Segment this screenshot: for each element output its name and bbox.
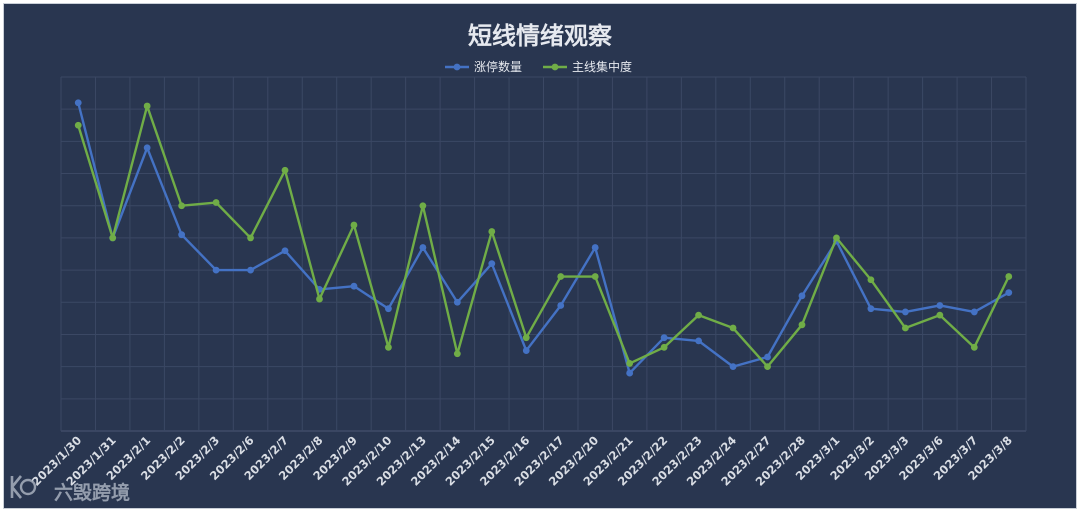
data-point: [74, 121, 82, 129]
watermark: 六毁跨境: [10, 475, 130, 504]
data-point: [350, 221, 358, 229]
data-point: [798, 321, 806, 329]
data-point: [901, 308, 909, 316]
data-point: [488, 260, 496, 268]
legend: 涨停数量 主线集中度: [445, 59, 632, 74]
data-point: [419, 244, 427, 251]
legend-label: 主线集中度: [572, 59, 632, 74]
grid: [60, 76, 1027, 432]
legend-item: 主线集中度: [543, 59, 632, 74]
data-point: [557, 273, 565, 280]
line-chart: 短线情绪观察 涨停数量 主线集中度 2023/1/302023/1/312023/…: [10, 22, 1027, 504]
data-point: [109, 234, 117, 242]
data-point: [936, 311, 944, 319]
data-point: [488, 228, 496, 235]
data-point: [660, 343, 668, 351]
data-point: [453, 298, 461, 306]
chart-frame: 短线情绪观察 涨停数量 主线集中度 2023/1/30 2023/1/31 2023/…: [3, 3, 1077, 509]
data-point: [143, 144, 151, 152]
data-point: [729, 363, 737, 371]
data-point: [522, 334, 530, 342]
data-point: [281, 166, 289, 174]
data-point: [1005, 289, 1013, 297]
data-point: [212, 266, 220, 274]
data-point: [936, 302, 944, 309]
x-axis-ticks: 2023/1/302023/1/312023/2/12023/2/22023/2…: [29, 433, 1015, 488]
data-point: [557, 302, 565, 309]
series-2: [74, 102, 1013, 371]
data-point: [350, 282, 358, 290]
series-line: [77, 104, 1010, 368]
data-point: [591, 273, 599, 280]
data-point: [901, 324, 909, 332]
data-point: [281, 247, 289, 255]
data-point: [970, 308, 978, 316]
data-point: [695, 337, 702, 345]
series-line: [77, 102, 1010, 375]
data-point: [178, 231, 186, 239]
watermark-text: 六毁跨境: [54, 481, 130, 504]
data-point: [660, 334, 668, 342]
data-point: [1005, 273, 1013, 280]
data-point: [74, 99, 82, 107]
watermark-logo-icon: [10, 475, 37, 499]
data-point: [729, 324, 737, 332]
data-point: [764, 353, 771, 361]
data-point: [764, 363, 771, 371]
data-point: [385, 343, 392, 351]
series-layer: [74, 99, 1013, 377]
data-point: [591, 244, 599, 251]
chart-title: 短线情绪观察: [468, 22, 613, 50]
data-point: [695, 311, 702, 319]
data-point: [247, 266, 254, 274]
data-point: [798, 292, 806, 300]
data-point: [143, 102, 151, 110]
data-point: [626, 360, 634, 367]
data-point: [867, 305, 875, 313]
legend-label: 涨停数量: [474, 59, 522, 74]
data-point: [867, 276, 875, 284]
legend-swatch-marker: [453, 63, 461, 71]
data-point: [178, 202, 186, 210]
legend-item: 涨停数量: [445, 59, 522, 74]
data-point: [970, 343, 978, 351]
data-point: [247, 234, 254, 242]
data-point: [212, 199, 220, 206]
data-point: [522, 347, 530, 354]
data-point: [453, 350, 461, 358]
data-point: [316, 295, 323, 303]
legend-swatch-marker: [551, 63, 559, 71]
data-point: [833, 234, 840, 242]
data-point: [385, 305, 392, 313]
data-point: [419, 202, 427, 210]
data-point: [626, 369, 634, 377]
